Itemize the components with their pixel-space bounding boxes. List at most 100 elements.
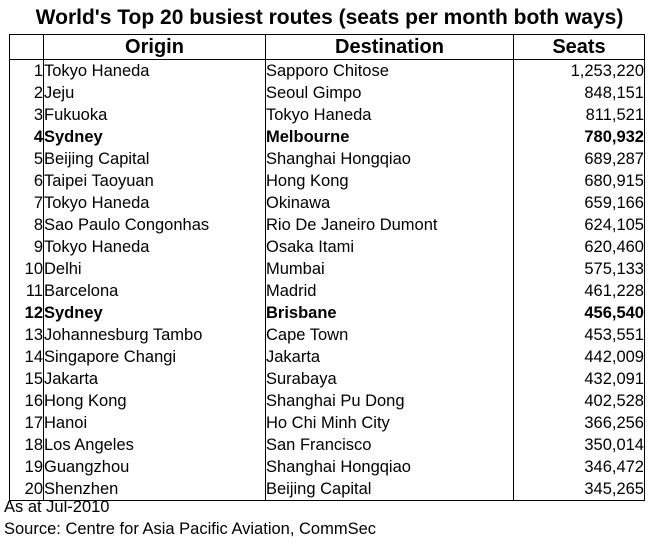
table-row: 14 Singapore Changi Jakarta 442,009 bbox=[9, 346, 645, 368]
seats-cell: 432,091 bbox=[513, 368, 645, 390]
table-row: 4 Sydney Melbourne 780,932 bbox=[9, 126, 645, 148]
table-row: 18 Los Angeles San Francisco 350,014 bbox=[9, 434, 645, 456]
routes-table-body: 1 Tokyo Haneda Sapporo Chitose 1,253,220 2 Je… bbox=[9, 59, 645, 501]
origin-cell: Barcelona bbox=[43, 280, 266, 302]
page-title: World's Top 20 busiest routes (seats per… bbox=[35, 6, 624, 29]
rank-cell: 7 bbox=[9, 192, 44, 214]
table-row: 17 Hanoi Ho Chi Minh City 366,256 bbox=[9, 412, 645, 434]
origin-cell: Jeju bbox=[43, 82, 266, 104]
destination-cell: Jakarta bbox=[265, 346, 514, 368]
table-row: 1 Tokyo Haneda Sapporo Chitose 1,253,220 bbox=[9, 59, 645, 82]
seats-cell: 461,228 bbox=[513, 280, 645, 302]
seats-cell: 350,014 bbox=[513, 434, 645, 456]
destination-cell: Okinawa bbox=[265, 192, 514, 214]
origin-cell: Singapore Changi bbox=[43, 346, 266, 368]
rank-cell: 2 bbox=[9, 82, 44, 104]
rank-cell: 14 bbox=[9, 346, 44, 368]
origin-cell: Hanoi bbox=[43, 412, 266, 434]
destination-cell: Ho Chi Minh City bbox=[265, 412, 514, 434]
rank-cell: 13 bbox=[9, 324, 44, 346]
destination-column-header: Destination bbox=[265, 34, 514, 60]
table-row: 19 Guangzhou Shanghai Hongqiao 346,472 bbox=[9, 456, 645, 478]
destination-cell: Osaka Itami bbox=[265, 236, 514, 258]
table-row: 11 Barcelona Madrid 461,228 bbox=[9, 280, 645, 302]
table-row: 7 Tokyo Haneda Okinawa 659,166 bbox=[9, 192, 645, 214]
rank-cell: 1 bbox=[9, 59, 44, 82]
rank-cell: 3 bbox=[9, 104, 44, 126]
destination-cell: San Francisco bbox=[265, 434, 514, 456]
seats-cell: 453,551 bbox=[513, 324, 645, 346]
destination-cell: Cape Town bbox=[265, 324, 514, 346]
destination-cell: Melbourne bbox=[265, 126, 514, 148]
seats-cell: 366,256 bbox=[513, 412, 645, 434]
destination-cell: Hong Kong bbox=[265, 170, 514, 192]
table-row: 10 Delhi Mumbai 575,133 bbox=[9, 258, 645, 280]
origin-cell: Sydney bbox=[43, 302, 266, 324]
rank-cell: 18 bbox=[9, 434, 44, 456]
rank-column-header bbox=[9, 34, 44, 60]
origin-cell: Tokyo Haneda bbox=[43, 192, 266, 214]
table-row: 16 Hong Kong Shanghai Pu Dong 402,528 bbox=[9, 390, 645, 412]
seats-cell: 624,105 bbox=[513, 214, 645, 236]
seats-cell: 1,253,220 bbox=[513, 59, 645, 82]
routes-table: Origin Destination Seats 1 Tokyo Haneda Sa… bbox=[9, 34, 645, 501]
rank-cell: 20 bbox=[9, 478, 44, 501]
destination-cell: Tokyo Haneda bbox=[265, 104, 514, 126]
origin-cell: Jakarta bbox=[43, 368, 266, 390]
origin-cell: Delhi bbox=[43, 258, 266, 280]
seats-cell: 620,460 bbox=[513, 236, 645, 258]
destination-cell: Brisbane bbox=[265, 302, 514, 324]
table-row: 2 Jeju Seoul Gimpo 848,151 bbox=[9, 82, 645, 104]
rank-cell: 12 bbox=[9, 302, 44, 324]
seats-cell: 811,521 bbox=[513, 104, 645, 126]
rank-cell: 8 bbox=[9, 214, 44, 236]
origin-cell: Beijing Capital bbox=[43, 148, 266, 170]
rank-cell: 5 bbox=[9, 148, 44, 170]
destination-cell: Surabaya bbox=[265, 368, 514, 390]
seats-cell: 442,009 bbox=[513, 346, 645, 368]
table-row: 8 Sao Paulo Congonhas Rio De Janeiro Dumon… bbox=[9, 214, 645, 236]
destination-cell: Shanghai Hongqiao bbox=[265, 456, 514, 478]
destination-cell: Sapporo Chitose bbox=[265, 59, 514, 82]
seats-column-header: Seats bbox=[513, 34, 645, 60]
rank-cell: 17 bbox=[9, 412, 44, 434]
table-row: 5 Beijing Capital Shanghai Hongqiao 689,287 bbox=[9, 148, 645, 170]
destination-cell: Shanghai Pu Dong bbox=[265, 390, 514, 412]
rank-cell: 4 bbox=[9, 126, 44, 148]
table-row: 12 Sydney Brisbane 456,540 bbox=[9, 302, 645, 324]
rank-cell: 9 bbox=[9, 236, 44, 258]
seats-cell: 659,166 bbox=[513, 192, 645, 214]
rank-cell: 10 bbox=[9, 258, 44, 280]
table-row: 9 Tokyo Haneda Osaka Itami 620,460 bbox=[9, 236, 645, 258]
seats-cell: 680,915 bbox=[513, 170, 645, 192]
table-row: 20 Shenzhen Beijing Capital 345,265 bbox=[9, 478, 645, 501]
origin-cell: Los Angeles bbox=[43, 434, 266, 456]
seats-cell: 848,151 bbox=[513, 82, 645, 104]
source-note: Source: Centre for Asia Pacific Aviation… bbox=[4, 520, 377, 538]
seats-cell: 689,287 bbox=[513, 148, 645, 170]
destination-cell: Rio De Janeiro Dumont bbox=[265, 214, 514, 236]
origin-cell: Guangzhou bbox=[43, 456, 266, 478]
table-row: 6 Taipei Taoyuan Hong Kong 680,915 bbox=[9, 170, 645, 192]
origin-column-header: Origin bbox=[43, 34, 266, 60]
origin-cell: Johannesburg Tambo bbox=[43, 324, 266, 346]
seats-cell: 346,472 bbox=[513, 456, 645, 478]
rank-cell: 19 bbox=[9, 456, 44, 478]
origin-cell: Fukuoka bbox=[43, 104, 266, 126]
seats-cell: 402,528 bbox=[513, 390, 645, 412]
origin-cell: Tokyo Haneda bbox=[43, 236, 266, 258]
seats-cell: 575,133 bbox=[513, 258, 645, 280]
destination-cell: Beijing Capital bbox=[265, 478, 514, 501]
destination-cell: Shanghai Hongqiao bbox=[265, 148, 514, 170]
table-row: 15 Jakarta Surabaya 432,091 bbox=[9, 368, 645, 390]
rank-cell: 6 bbox=[9, 170, 44, 192]
origin-cell: Shenzhen bbox=[43, 478, 266, 501]
footnote-date: As at Jul-2010 bbox=[4, 498, 110, 516]
table-row: 3 Fukuoka Tokyo Haneda 811,521 bbox=[9, 104, 645, 126]
origin-cell: Taipei Taoyuan bbox=[43, 170, 266, 192]
rank-cell: 11 bbox=[9, 280, 44, 302]
origin-cell: Sao Paulo Congonhas bbox=[43, 214, 266, 236]
origin-cell: Hong Kong bbox=[43, 390, 266, 412]
rank-cell: 15 bbox=[9, 368, 44, 390]
seats-cell: 456,540 bbox=[513, 302, 645, 324]
